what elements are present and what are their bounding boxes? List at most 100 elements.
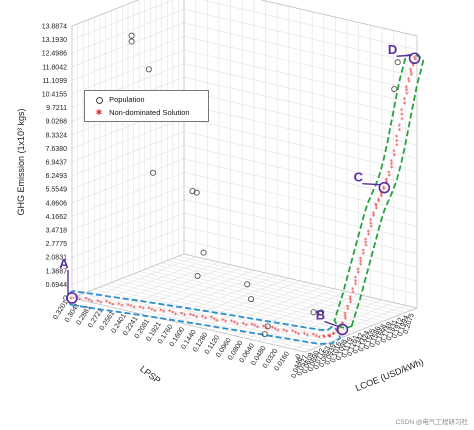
highlight-layer	[66, 53, 425, 345]
non-dominated-point: *	[159, 307, 163, 315]
non-dominated-point: *	[377, 196, 381, 204]
non-dominated-point: *	[108, 300, 112, 308]
non-dominated-point: *	[377, 198, 381, 206]
non-dominated-point: *	[409, 69, 413, 77]
non-dominated-point: *	[411, 62, 415, 70]
non-dominated-point: *	[111, 302, 115, 310]
non-dominated-point: *	[323, 334, 327, 342]
z-tick-label: 5.5549	[46, 187, 68, 194]
non-dominated-point: *	[78, 296, 82, 304]
non-dominated-point: *	[413, 57, 417, 65]
non-dominated-point: *	[162, 309, 166, 317]
grid-line	[161, 262, 395, 318]
non-dominated-point: *	[369, 217, 373, 225]
population-point	[261, 331, 268, 338]
grid-line	[188, 280, 301, 326]
non-dominated-point: *	[87, 297, 91, 305]
grid-line	[201, 0, 418, 50]
z-tick-label: 9.0268	[46, 119, 68, 126]
population-point	[391, 86, 398, 93]
non-dominated-point: *	[343, 311, 347, 319]
non-dominated-point: *	[321, 333, 325, 341]
non-dominated-point: *	[215, 317, 219, 325]
legend-entry-non-dominated: ✱ Non-dominated Solution	[91, 108, 190, 117]
non-dominated-point: *	[392, 152, 396, 160]
non-dominated-point: *	[327, 333, 331, 341]
grid-line	[130, 267, 243, 312]
population-point	[150, 169, 157, 176]
green-dashed-highlight	[333, 53, 425, 329]
non-dominated-point: *	[372, 210, 376, 218]
non-dominated-point: *	[344, 316, 348, 324]
non-dominated-point: *	[153, 308, 157, 316]
non-dominated-point: *	[120, 302, 124, 310]
legend-entry-population: Population	[91, 95, 145, 104]
non-dominated-point: *	[241, 320, 245, 328]
non-dominated-point: *	[328, 333, 332, 341]
axis-frame-line	[260, 0, 418, 37]
grid-line	[153, 272, 266, 318]
x-axis-label: LCOE (USD/kWh)	[354, 357, 425, 393]
non-dominated-point: *	[262, 324, 266, 332]
annotation-marker	[408, 52, 421, 65]
z-tick-label: 7.6380	[46, 146, 68, 153]
non-dominated-point: *	[349, 296, 353, 304]
non-dominated-point: *	[294, 329, 298, 337]
annotation-marker	[66, 292, 78, 304]
non-dominated-point: *	[374, 203, 378, 211]
axis-frame-line	[71, 0, 140, 27]
non-dominated-point: *	[84, 296, 88, 304]
grid-line	[183, 63, 418, 118]
grid-line	[150, 266, 384, 322]
non-dominated-point: *	[343, 313, 347, 321]
non-dominated-point: *	[332, 331, 336, 339]
population-point	[394, 59, 401, 66]
non-dominated-point: *	[317, 334, 321, 342]
non-dominated-point: *	[230, 318, 234, 326]
population-point	[264, 323, 271, 330]
annotation-marker	[378, 181, 391, 194]
non-dominated-point: *	[105, 299, 109, 307]
grid-line	[167, 260, 401, 315]
non-dominated-point: *	[282, 327, 286, 335]
non-dominated-point: *	[348, 294, 352, 302]
non-dominated-point: *	[369, 220, 373, 228]
z-tick-label: 9.7211	[46, 105, 67, 112]
non-dominated-point: *	[407, 76, 411, 84]
annotation-arrow	[324, 320, 339, 328]
non-dominated-point: *	[117, 301, 121, 309]
z-tick-label: 13.8874	[42, 24, 67, 31]
non-dominated-point: *	[204, 315, 208, 323]
tick-layer: 0.04460.05270.06090.06900.07720.08530.09…	[42, 24, 416, 379]
non-dominated-point: *	[364, 236, 368, 244]
z-tick-label: 4.1662	[46, 214, 68, 221]
non-dominated-point: *	[171, 310, 175, 318]
grid-line	[95, 259, 208, 304]
non-dominated-point: *	[250, 321, 254, 329]
population-point	[128, 32, 135, 39]
annotation-layer: A B C D	[59, 42, 421, 336]
axis-frame-line	[183, 253, 418, 309]
non-dominated-point: *	[99, 299, 103, 307]
non-dominated-point: *	[403, 96, 407, 104]
non-dominated-point: *	[212, 316, 216, 324]
grid-line	[106, 261, 220, 307]
grid-line	[71, 0, 174, 40]
non-dominated-point: *	[126, 302, 130, 310]
non-dominated-point: *	[224, 318, 228, 326]
annotation-label: C	[354, 170, 364, 185]
non-dominated-point: *	[405, 91, 409, 99]
non-dominated-point: *	[90, 298, 94, 306]
non-dominated-point: *	[332, 331, 336, 339]
grid-line	[183, 90, 418, 146]
z-tick-label: 11.1099	[42, 78, 67, 85]
grid-line	[172, 258, 406, 313]
non-dominated-point: *	[362, 251, 366, 259]
grid-line	[71, 22, 185, 68]
non-dominated-point: *	[174, 311, 178, 319]
non-dominated-point: *	[407, 78, 411, 86]
non-dominated-point: *	[201, 314, 205, 322]
non-dominated-point: *	[379, 190, 383, 198]
non-dominated-point: *	[367, 231, 371, 239]
non-dominated-point: *	[369, 223, 373, 231]
